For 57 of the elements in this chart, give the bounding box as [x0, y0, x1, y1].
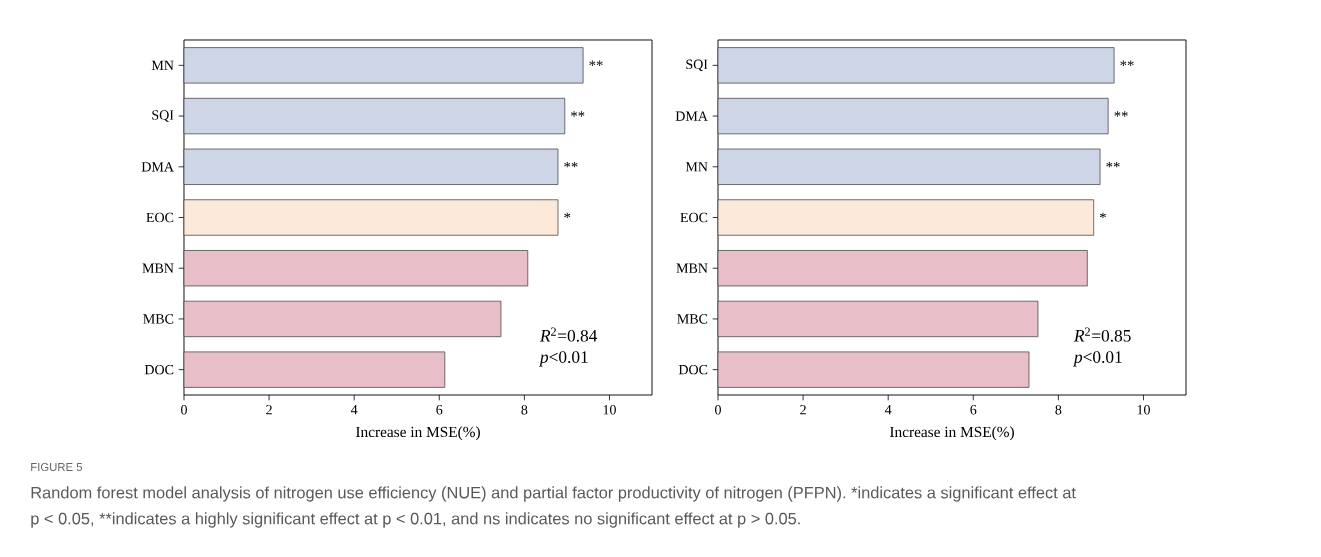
annotation: p<0.01	[538, 351, 588, 367]
bar	[183, 199, 559, 236]
x-tick-label: 8	[521, 405, 528, 415]
bar	[183, 250, 529, 287]
bar	[717, 97, 1109, 135]
y-tick-label: MN	[151, 60, 174, 70]
annotation: **	[589, 60, 603, 66]
bar	[717, 300, 1039, 338]
y-tick-label: MBC	[143, 314, 174, 324]
x-axis-title: Increase in MSE(%)	[889, 426, 1014, 441]
y-tick-label: DMA	[141, 162, 174, 172]
y-tick-label: DMA	[675, 111, 708, 121]
annotation: R$^{2}$=0.85	[1073, 327, 1131, 342]
y-tick-label: MBN	[676, 263, 708, 273]
annotation: **	[571, 111, 585, 117]
x-tick-label: 10	[1137, 405, 1150, 415]
bar	[183, 97, 566, 135]
x-tick-label: 2	[800, 405, 806, 415]
bar	[717, 250, 1088, 287]
annotation: **	[1120, 60, 1134, 66]
text: p < 0.05, **indicates a highly significant effect at p < 0.01, and ns indicates no significant effect at p > 0.05.	[31, 512, 800, 528]
y-tick-label: MBC	[677, 314, 708, 324]
bar	[183, 351, 446, 388]
x-axis-title: Increase in MSE(%)	[355, 426, 480, 441]
bar	[183, 148, 559, 185]
y-tick-label: SQI	[152, 110, 174, 122]
bar	[183, 47, 584, 84]
bar	[183, 300, 502, 338]
text: FIGURE 5	[31, 463, 83, 471]
x-tick-label: 4	[884, 405, 892, 415]
y-tick-label: EOC	[680, 212, 708, 223]
annotation: R$^{2}$=0.84	[539, 327, 598, 342]
y-tick-label: MN	[685, 162, 708, 172]
annotation: **	[564, 161, 578, 168]
x-tick-label: 6	[970, 405, 977, 415]
annotation: *	[564, 212, 571, 219]
y-tick-label: SQI	[686, 59, 708, 72]
annotation: **	[1106, 161, 1120, 168]
x-tick-label: 0	[715, 405, 721, 415]
x-tick-label: 10	[603, 405, 616, 415]
text: Random forest model analysis of nitrogen use efficiency (NUE) and partial factor productivity of nitrogen (PFPN). *indicates a significant effect at	[31, 486, 1076, 502]
x-tick-label: 8	[1055, 405, 1062, 415]
y-tick-label: DOC	[678, 364, 708, 375]
annotation: **	[1114, 111, 1128, 117]
x-tick-label: 6	[436, 405, 443, 415]
y-tick-label: EOC	[146, 212, 174, 223]
x-tick-label: 0	[181, 405, 187, 415]
bar	[717, 351, 1030, 388]
annotation: *	[1100, 212, 1106, 219]
bar	[717, 47, 1115, 84]
x-tick-label: 2	[266, 405, 272, 415]
annotation: p<0.01	[1072, 351, 1122, 367]
bar	[717, 199, 1095, 236]
x-tick-label: 4	[350, 405, 358, 415]
y-tick-label: DOC	[144, 364, 174, 375]
y-tick-label: MBN	[142, 263, 174, 273]
bar	[717, 148, 1101, 185]
